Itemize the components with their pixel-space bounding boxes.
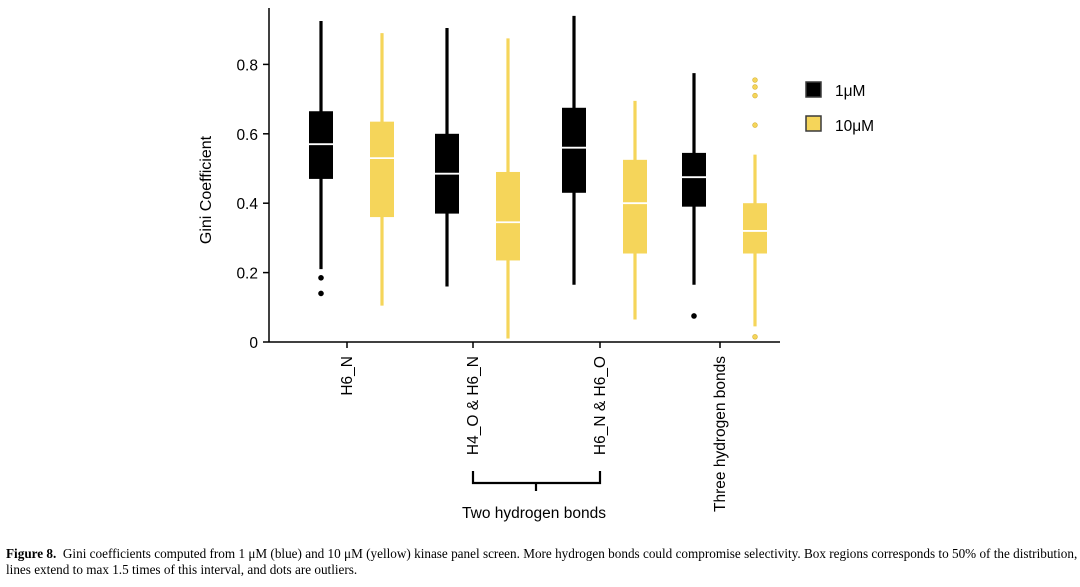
outlier-dot [752,77,758,83]
box-three-hydrogen-bonds [743,77,767,340]
outlier-dot [691,313,697,319]
box-iqr [562,107,586,193]
box-three-hydrogen-bonds [682,73,706,319]
box-iqr [682,152,706,207]
box-iqr [496,171,520,261]
group-label: Two hydrogen bonds [462,505,606,522]
legend-label-10uM: 10μM [835,118,874,135]
y-ticks: 0 0.2 0.4 0.6 0.8 [236,57,269,352]
x-tick-label: H4_O & H6_N [465,356,482,455]
x-ticks: H6_N H4_O & H6_N H6_N & H6_O Three hydrogen… [339,342,729,512]
y-tick-label: 0 [249,335,258,352]
boxplot-chart: Gini Coefficient 0 0.2 0.4 0.6 0.8 H6_N H4_O … [198,8,874,522]
box-iqr [370,121,394,218]
legend: 1μM 10μM [805,81,874,135]
x-tick-label: Three hydrogen bonds [712,356,729,512]
y-tick-label: 0.2 [236,266,258,283]
box-h4-o-h6-n [496,38,520,339]
box-iqr [743,203,767,254]
legend-label-1uM: 1μM [835,83,865,100]
outlier-dot [752,92,758,99]
box-h6-n-h6-o [623,100,647,320]
x-tick-label: H6_N & H6_O [592,356,609,455]
figure-caption: Figure 8. Gini coefficients computed fro… [6,546,1078,578]
caption-label: Figure 8. [6,546,57,561]
caption-text: Gini coefficients computed from 1 μM (bl… [6,546,1078,577]
x-tick-label: H6_N [339,356,356,396]
group-bracket [471,471,602,491]
series-1uM [309,15,706,319]
outlier-dot [318,290,324,297]
y-tick-label: 0.4 [236,196,258,213]
outlier-dot [752,334,758,340]
box-h6-n [370,33,394,306]
outlier-dot [752,84,758,90]
legend-swatch-10uM [805,115,822,132]
box-h6-n [309,21,333,297]
legend-swatch-1uM [805,81,822,98]
outlier-dot [318,275,324,281]
series-10uM [370,33,767,340]
box-h6-n-h6-o [562,15,586,285]
box-series [309,15,767,340]
y-axis-label: Gini Coefficient [198,135,215,244]
y-tick-label: 0.8 [236,57,258,74]
box-iqr [623,159,647,254]
outlier-dot [752,122,758,128]
y-tick-label: 0.6 [236,127,258,144]
box-h4-o-h6-n [435,27,459,287]
